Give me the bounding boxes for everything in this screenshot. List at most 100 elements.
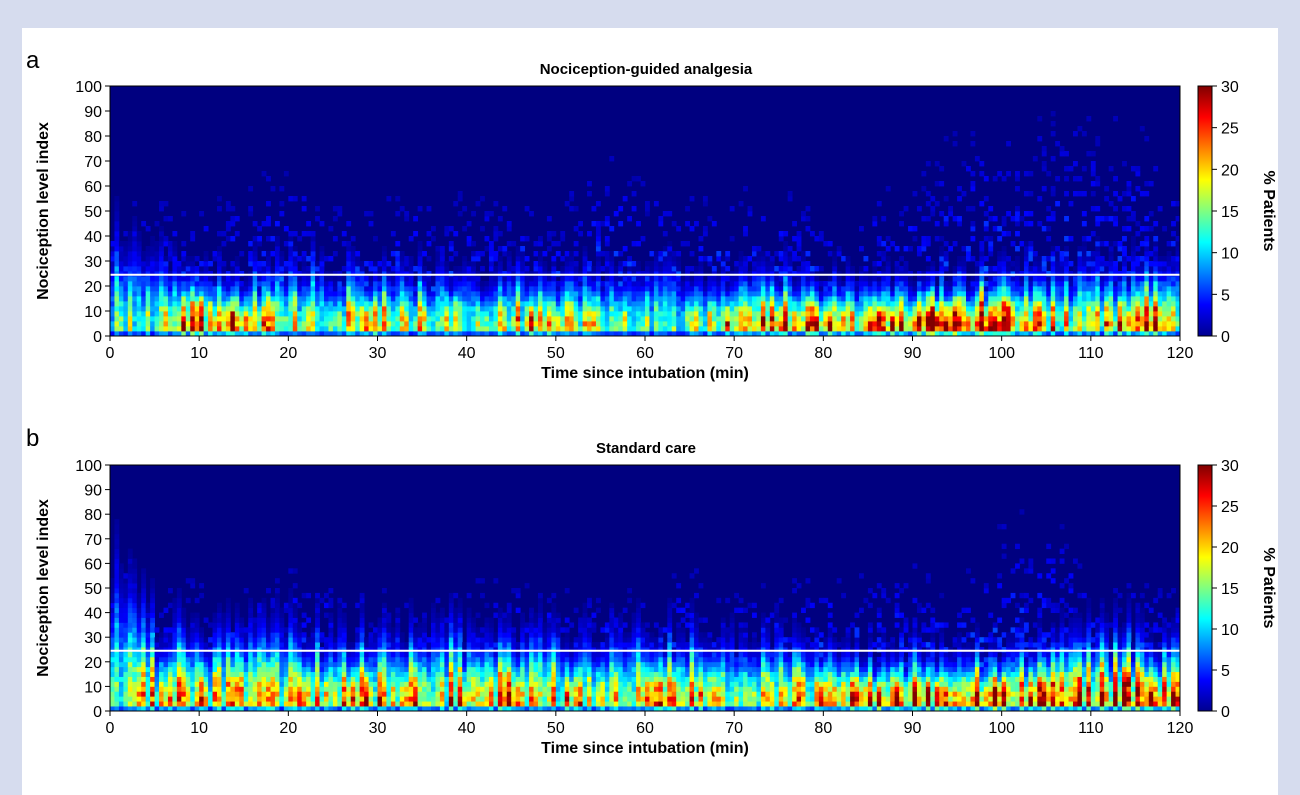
heatmap-cell (426, 316, 432, 322)
heatmap-cell (1117, 271, 1123, 277)
heatmap-cell (578, 271, 583, 277)
heatmap-cell (274, 266, 280, 272)
heatmap-cell (488, 286, 494, 292)
heatmap-cell (466, 296, 472, 302)
heatmap-cell (952, 216, 958, 222)
heatmap-cell (787, 331, 793, 337)
heatmap-cell (1001, 306, 1007, 312)
heatmap-cell (1046, 236, 1052, 242)
heatmap-cell (765, 251, 771, 257)
heatmap-cell (515, 286, 521, 292)
heatmap-cell (337, 316, 343, 322)
heatmap-cell (569, 276, 575, 282)
heatmap-cell (337, 271, 343, 277)
heatmap-cell (466, 276, 472, 282)
heatmap-cell (114, 196, 120, 202)
heatmap-cell (274, 246, 280, 252)
heatmap-cell (636, 241, 641, 247)
heatmap-cell (720, 321, 726, 327)
heatmap-cell (1019, 296, 1025, 302)
heatmap-cell (515, 321, 521, 327)
heatmap-cell (422, 331, 427, 337)
heatmap-cell (1081, 211, 1087, 217)
heatmap-cell (930, 316, 936, 322)
heatmap-cell (792, 256, 797, 262)
heatmap-cell (203, 696, 209, 702)
heatmap-cell (145, 612, 151, 618)
heatmap-cell (136, 647, 142, 653)
heatmap-cell (288, 276, 294, 282)
heatmap-cell (212, 316, 218, 322)
x-tick-label: 50 (547, 345, 565, 362)
heatmap-cell (1117, 246, 1123, 252)
heatmap-cell (1130, 316, 1136, 322)
heatmap-cell (787, 251, 793, 257)
heatmap-cell (689, 286, 695, 292)
heatmap-cell (252, 296, 258, 302)
heatmap-cell (542, 326, 548, 332)
heatmap-cell (292, 306, 298, 312)
heatmap-cell (645, 276, 650, 282)
heatmap-cell (225, 326, 231, 332)
heatmap-cell (493, 316, 499, 322)
heatmap-cell (524, 206, 530, 212)
heatmap-cell (1041, 291, 1047, 297)
heatmap-cell (212, 632, 218, 638)
panel-label: b (26, 425, 39, 452)
heatmap-cell (203, 691, 209, 697)
heatmap-cell (212, 656, 218, 663)
heatmap-cell (136, 661, 142, 668)
heatmap-cell (729, 281, 735, 287)
heatmap-cell (453, 316, 459, 322)
heatmap-cell (288, 326, 294, 332)
y-tick-label: 0 (93, 329, 102, 346)
heatmap-cell (903, 321, 909, 327)
heatmap-cell (743, 316, 748, 322)
heatmap-cell (627, 316, 633, 322)
heatmap-cell (506, 286, 512, 292)
heatmap-cell (698, 326, 704, 332)
heatmap-cell (413, 291, 419, 297)
heatmap-cell (185, 321, 191, 327)
heatmap-cell (145, 681, 151, 687)
heatmap-cell (172, 617, 178, 623)
heatmap-cell (230, 321, 236, 327)
heatmap-cell (127, 301, 133, 307)
heatmap-cell (970, 256, 976, 262)
heatmap-cell (725, 281, 731, 287)
heatmap-cell (787, 191, 793, 197)
heatmap-cell (127, 326, 133, 332)
heatmap-cell (118, 588, 124, 594)
heatmap-cell (319, 281, 325, 287)
heatmap-cell (702, 286, 708, 292)
heatmap-cell (145, 276, 151, 282)
heatmap-cell (310, 251, 316, 257)
heatmap-cell (475, 301, 481, 307)
heatmap-cell (778, 286, 784, 292)
heatmap-cell (760, 281, 766, 287)
heatmap-cell (890, 301, 896, 307)
heatmap-cell (484, 321, 490, 327)
heatmap-cell (292, 326, 298, 332)
heatmap-cell (136, 231, 142, 237)
heatmap-cell (266, 256, 271, 262)
heatmap-cell (618, 331, 624, 337)
heatmap-cell (466, 271, 472, 277)
heatmap-cell (199, 311, 205, 317)
heatmap-cell (809, 306, 815, 312)
heatmap-cell (150, 651, 155, 658)
heatmap-cell (653, 281, 659, 287)
heatmap-cell (854, 321, 860, 327)
heatmap-cell (306, 321, 312, 327)
heatmap-cell (832, 306, 838, 312)
heatmap-cell (1126, 291, 1132, 297)
heatmap-cell (1175, 306, 1181, 312)
heatmap-cell (685, 281, 690, 287)
heatmap-cell (225, 236, 231, 242)
heatmap-cell (355, 286, 361, 292)
heatmap-cell (444, 301, 450, 307)
heatmap-cell (346, 321, 352, 327)
heatmap-cell (1073, 131, 1078, 137)
heatmap-cell (190, 701, 196, 707)
heatmap-cell (1135, 221, 1141, 227)
